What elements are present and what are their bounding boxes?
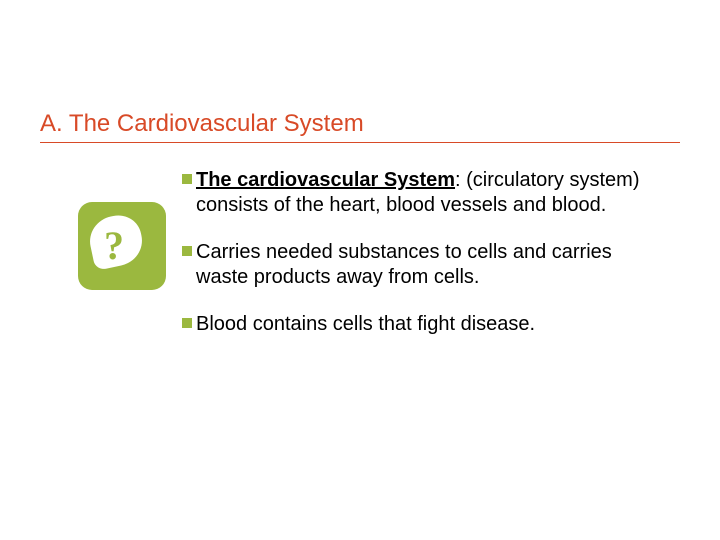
bullet-icon [182, 246, 192, 256]
rest: Carries needed substances to cells and c… [196, 241, 612, 288]
bullet-text: Carries needed substances to cells and c… [196, 240, 662, 290]
bullet-text: The cardiovascular System: (circulatory … [196, 168, 662, 218]
question-icon: ? [78, 202, 166, 290]
list-item: Blood contains cells that fight disease. [182, 312, 662, 337]
term: The cardiovascular System [196, 169, 455, 191]
title-underline [40, 142, 680, 143]
bullet-icon [182, 174, 192, 184]
rest: Blood contains cells that fight disease. [196, 313, 535, 335]
list-item: Carries needed substances to cells and c… [182, 240, 662, 290]
bullet-text: Blood contains cells that fight disease. [196, 312, 662, 337]
list-item: The cardiovascular System: (circulatory … [182, 168, 662, 218]
slide-title: A. The Cardiovascular System [40, 110, 364, 138]
bullet-icon [182, 318, 192, 328]
question-glyph: ? [104, 222, 124, 269]
content-area: The cardiovascular System: (circulatory … [182, 168, 662, 359]
